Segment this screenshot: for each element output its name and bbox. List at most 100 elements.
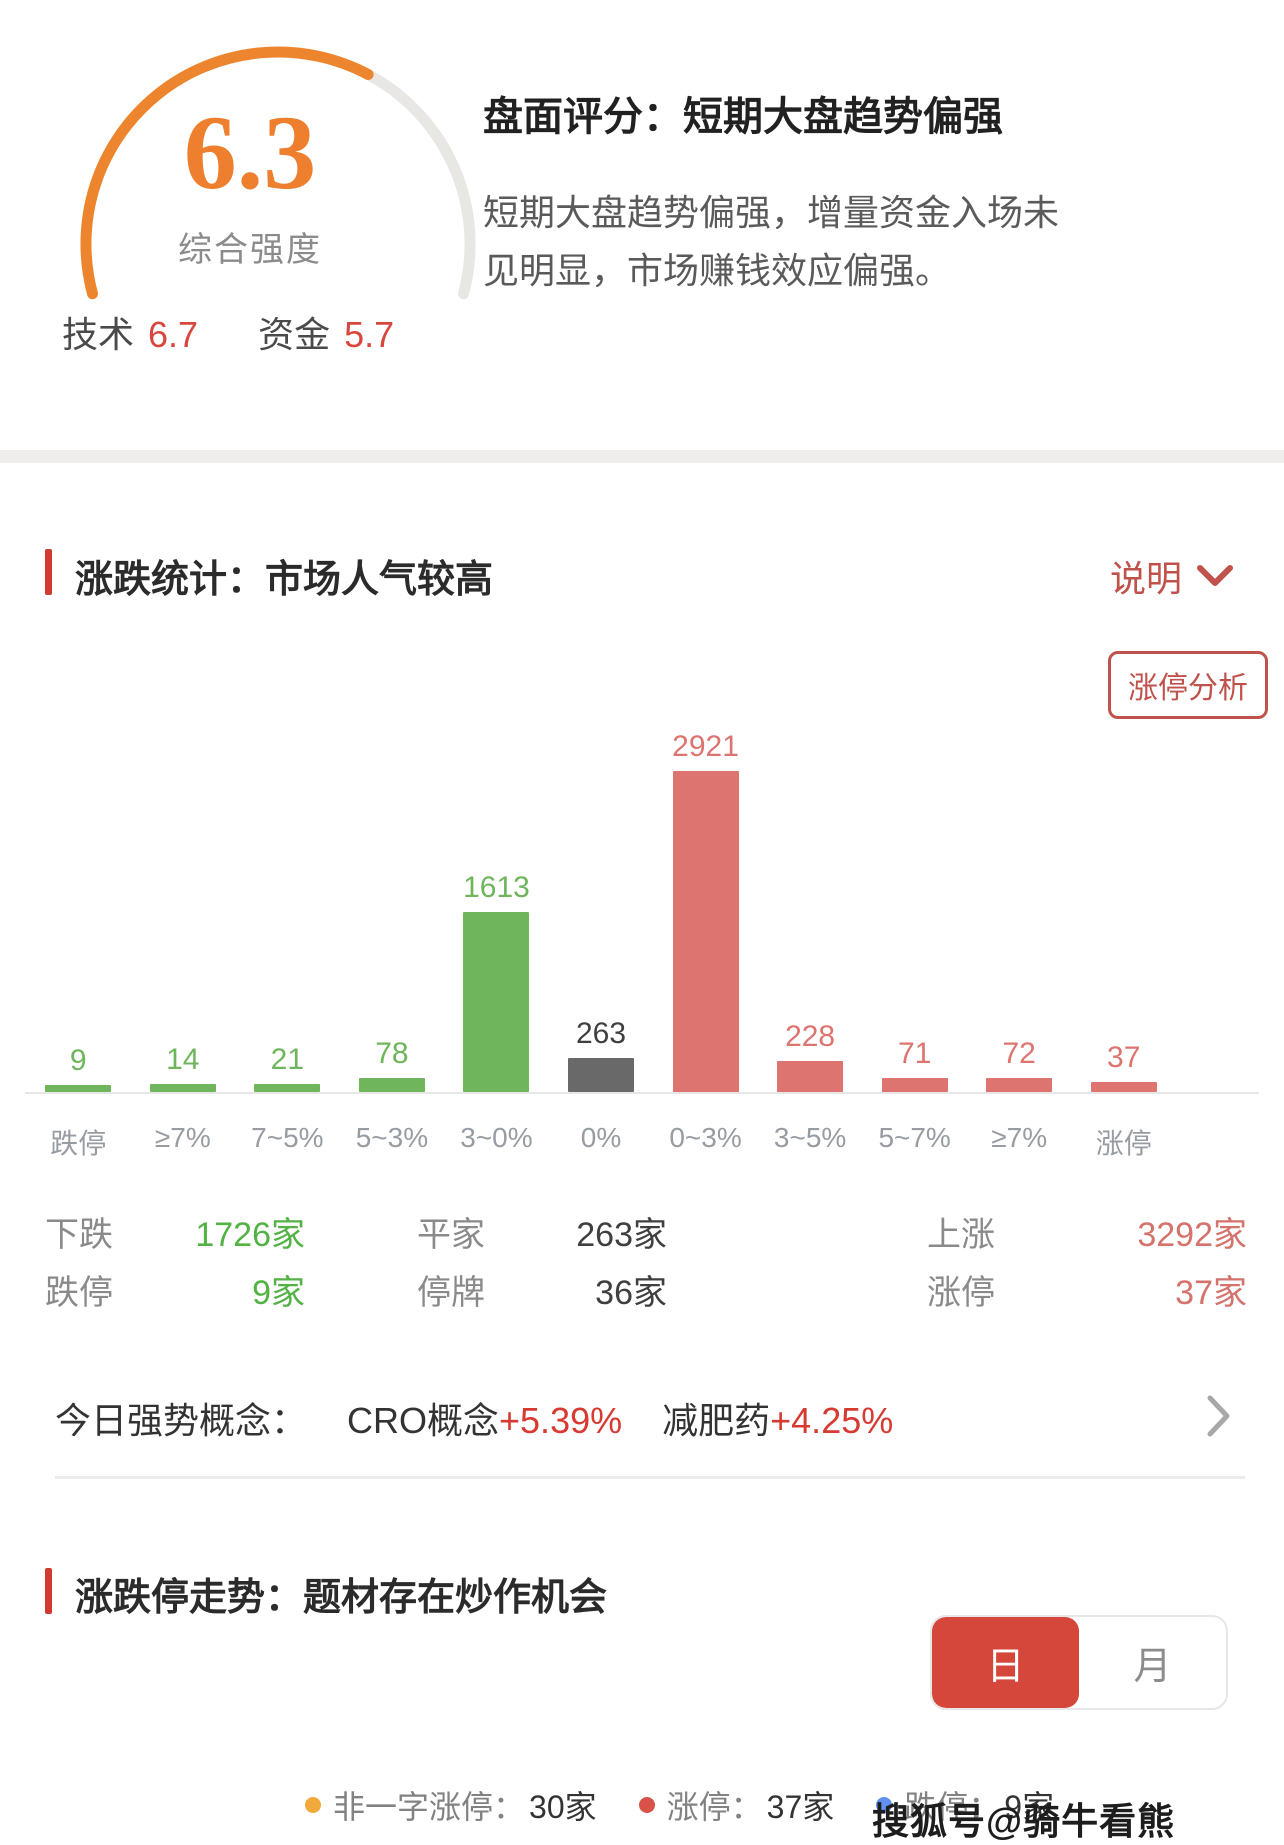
capital-score: 5.7 [344, 314, 395, 355]
section-separator [0, 450, 1284, 463]
sub-metrics: 技术 6.7 资金 5.7 [62, 306, 394, 358]
bar-value-label: 263 [575, 1017, 627, 1050]
category-label: 3~5% [773, 1122, 847, 1153]
summary-cell: 跌停 [45, 1274, 113, 1312]
bar-value-label: 228 [785, 1020, 836, 1053]
concepts-prefix: 今日强势概念： [55, 1400, 308, 1441]
section-accent-bar [45, 549, 52, 595]
legend-value: 9家 [1004, 1789, 1055, 1825]
concept-items: CRO概念+5.39% 减肥药+4.25% [347, 1392, 933, 1444]
bar-column: 1613 [444, 871, 549, 1092]
period-toggle: 日月 [930, 1615, 1228, 1710]
bar-column: 228 [758, 1020, 863, 1092]
category-label: 0% [580, 1122, 622, 1153]
chart-legend: 非一字涨停： 30家 涨停： 37家 跌停： 9家 [305, 1782, 1054, 1828]
bar-column: 72 [967, 1037, 1072, 1092]
bar-value-label: 37 [1107, 1041, 1141, 1074]
bar [881, 1078, 948, 1092]
summary-cell: 1726家 [195, 1216, 305, 1254]
bar-column: 14 [131, 1043, 236, 1092]
summary-cell: 平家 [417, 1216, 485, 1254]
category-label: 涨停 [1095, 1128, 1152, 1159]
bar [777, 1061, 844, 1092]
bar-column: 21 [235, 1043, 340, 1092]
bar [568, 1058, 634, 1092]
legend-dot-icon [305, 1797, 321, 1813]
section-accent-bar [45, 1568, 52, 1614]
concept-change: +4.25% [770, 1400, 894, 1441]
capital-label: 资金 [258, 314, 331, 355]
bar-column: 263 [549, 1017, 654, 1092]
bar [986, 1078, 1053, 1092]
bar-value-label: 9 [69, 1044, 87, 1077]
category-label: 跌停 [50, 1128, 107, 1159]
strong-concepts-row[interactable]: 今日强势概念： CRO概念+5.39% 减肥药+4.25% [55, 1392, 1185, 1444]
gauge-progress [80, 46, 374, 300]
divider-line [55, 1476, 1245, 1479]
bar-column: 78 [340, 1037, 445, 1092]
gauge-track [362, 69, 476, 300]
bar-value-label: 1613 [463, 871, 530, 904]
summary-cell: 停牌 [417, 1274, 485, 1312]
composite-score-label: 综合强度 [178, 231, 322, 269]
category-label: ≥7% [154, 1122, 211, 1153]
concept-change: +5.39% [499, 1400, 623, 1441]
legend-dot-icon [876, 1797, 893, 1813]
market-rating-title: 盘面评分：短期大盘趋势偏强 [483, 95, 1003, 139]
legend-value: 30家 [529, 1789, 597, 1825]
category-label: 5~3% [355, 1122, 429, 1153]
category-label: 3~0% [460, 1122, 533, 1153]
bar-value-label: 14 [166, 1043, 200, 1076]
summary-cell: 36家 [595, 1274, 667, 1312]
market-rating-description: 短期大盘趋势偏强，增量资金入场未见明显，市场赚钱效应偏强。 [483, 192, 1060, 291]
summary-cell: 263家 [576, 1216, 667, 1254]
market-summary: 下跌 1726家 平家 263家 上涨 3292家 跌停 9家 停牌 36家 涨停 37家 [45, 1207, 1247, 1325]
legend-dot-icon [638, 1797, 655, 1813]
bar-column: 2921 [653, 730, 758, 1092]
bar-column: 71 [862, 1037, 967, 1092]
summary-cell: 37家 [1175, 1274, 1247, 1312]
summary-cell: 上涨 [927, 1216, 995, 1254]
bar [463, 912, 530, 1092]
category-row: 跌停 ≥7% 7~5% 5~3% 3~0% 0% 0~3% 3~5% 5~7% ≥7% 涨停 [26, 1122, 1176, 1162]
composite-score: 6.3 [183, 94, 317, 211]
summary-row-0: 下跌 1726家 平家 263家 上涨 3292家 [45, 1207, 1247, 1257]
bar-value-label: 2921 [672, 730, 739, 763]
legend-item: 非一字涨停： 30家 [305, 1782, 597, 1828]
legend-label: 非一字涨停： [333, 1789, 526, 1825]
category-label: ≥7% [991, 1122, 1048, 1153]
bar [672, 771, 739, 1092]
period-tab[interactable]: 日 [932, 1617, 1079, 1708]
tech-score: 6.7 [148, 314, 199, 355]
bar [254, 1084, 321, 1092]
bar [45, 1085, 112, 1092]
concept-name: CRO概念 [347, 1400, 500, 1441]
bar-value-label: 21 [270, 1043, 305, 1076]
gauge-arc [80, 46, 476, 300]
bar-value-label: 71 [897, 1037, 932, 1070]
chart-baseline [25, 1092, 1259, 1094]
summary-cell: 下跌 [45, 1216, 113, 1254]
stats-section-title: 涨跌统计：市场人气较高 [75, 559, 494, 601]
legend-value: 37家 [766, 1789, 835, 1825]
legend-label: 跌停： [904, 1789, 1001, 1825]
concept-item[interactable]: CRO概念+5.39% [347, 1392, 622, 1444]
chevron-down-icon [1197, 565, 1233, 586]
bar [149, 1084, 216, 1092]
concept-item[interactable]: 减肥药+4.25% [662, 1392, 893, 1444]
limit-analysis-button[interactable]: 涨停分析 [1108, 651, 1268, 719]
period-tab[interactable]: 月 [1133, 1646, 1172, 1688]
bar-value-label: 78 [375, 1037, 409, 1070]
tech-label: 技术 [62, 314, 135, 355]
watermark: 搜狐号@骑牛看熊 [872, 1801, 1176, 1842]
summary-cell: 涨停 [927, 1274, 995, 1312]
bar-columns: 9 14 21 78 1613 263 2921 228 71 72 37 [26, 700, 1176, 1092]
chevron-right-icon[interactable] [1206, 1392, 1232, 1440]
help-toggle[interactable]: 说明 [1110, 550, 1234, 602]
concept-name: 减肥药 [662, 1400, 771, 1441]
legend-item: 涨停： 37家 [638, 1782, 835, 1828]
bar-column: 9 [26, 1044, 131, 1092]
category-label: 7~5% [251, 1122, 324, 1153]
bar-value-label: 72 [1002, 1037, 1036, 1070]
bar [358, 1078, 425, 1092]
